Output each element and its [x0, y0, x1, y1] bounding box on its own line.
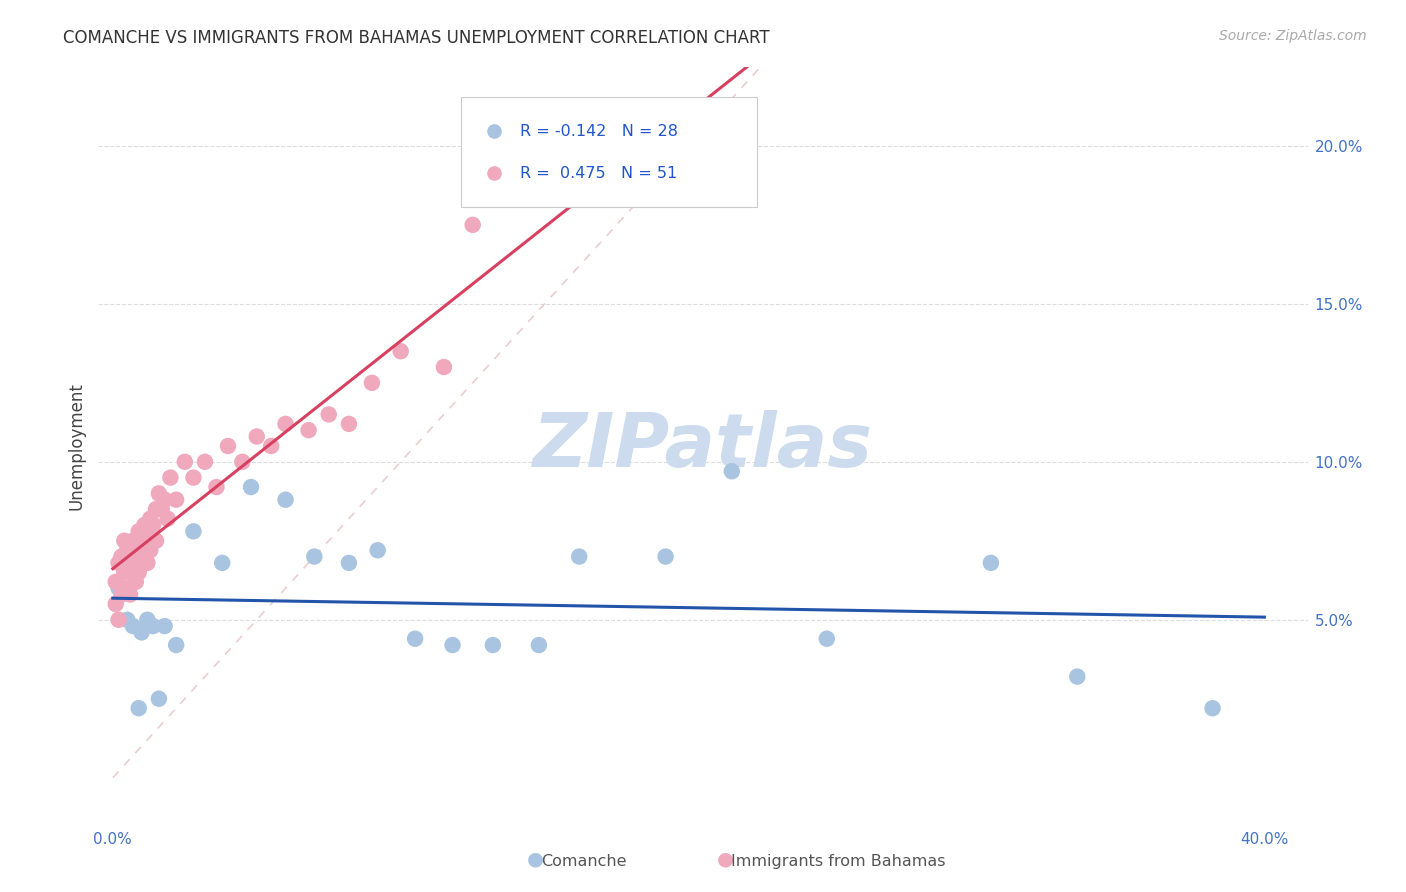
- Point: [274, 492, 297, 507]
- Point: [404, 632, 426, 646]
- Point: [173, 455, 195, 469]
- Point: [183, 524, 205, 539]
- Point: [231, 455, 253, 469]
- Point: [107, 581, 129, 595]
- Point: [131, 556, 153, 570]
- Point: [145, 502, 167, 516]
- Point: [153, 619, 176, 633]
- Text: Immigrants from Bahamas: Immigrants from Bahamas: [731, 854, 946, 869]
- Point: [165, 638, 187, 652]
- Point: [139, 511, 162, 525]
- Point: [165, 492, 187, 507]
- Point: [145, 533, 167, 548]
- Point: [159, 470, 181, 484]
- Text: R =  0.475   N = 51: R = 0.475 N = 51: [520, 166, 678, 180]
- Text: ZIPatlas: ZIPatlas: [533, 409, 873, 483]
- Point: [361, 376, 384, 390]
- Point: [128, 524, 150, 539]
- Point: [134, 549, 156, 564]
- Point: [128, 701, 150, 715]
- Point: [139, 543, 162, 558]
- Point: [274, 417, 297, 431]
- Point: [389, 344, 412, 359]
- Point: [131, 625, 153, 640]
- Point: [104, 597, 127, 611]
- Text: Comanche: Comanche: [541, 854, 627, 869]
- Point: [482, 638, 505, 652]
- Point: [337, 417, 360, 431]
- Point: [148, 486, 170, 500]
- Text: R = -0.142   N = 28: R = -0.142 N = 28: [520, 124, 679, 139]
- Point: [240, 480, 263, 494]
- Point: [115, 581, 138, 595]
- FancyBboxPatch shape: [461, 97, 758, 207]
- Point: [205, 480, 228, 494]
- Point: [134, 518, 156, 533]
- Point: [142, 518, 165, 533]
- Point: [246, 429, 269, 443]
- Point: [115, 543, 138, 558]
- Point: [110, 549, 132, 564]
- Point: [125, 543, 148, 558]
- Point: [654, 549, 676, 564]
- Point: [115, 613, 138, 627]
- Point: [441, 638, 464, 652]
- Point: [217, 439, 239, 453]
- Point: [568, 549, 591, 564]
- Point: [136, 524, 159, 539]
- Text: ●: ●: [527, 850, 544, 869]
- Point: [260, 439, 283, 453]
- Point: [142, 619, 165, 633]
- Point: [194, 455, 217, 469]
- Text: COMANCHE VS IMMIGRANTS FROM BAHAMAS UNEMPLOYMENT CORRELATION CHART: COMANCHE VS IMMIGRANTS FROM BAHAMAS UNEM…: [63, 29, 770, 46]
- Point: [120, 556, 142, 570]
- Point: [131, 533, 153, 548]
- Point: [527, 638, 550, 652]
- Point: [122, 533, 145, 548]
- Point: [980, 556, 1002, 570]
- Point: [120, 587, 142, 601]
- Point: [128, 566, 150, 580]
- Point: [367, 543, 389, 558]
- Point: [183, 470, 205, 484]
- Point: [148, 691, 170, 706]
- Y-axis label: Unemployment: Unemployment: [67, 382, 86, 510]
- Point: [153, 492, 176, 507]
- Point: [1201, 701, 1223, 715]
- Point: [337, 556, 360, 570]
- Point: [136, 556, 159, 570]
- Point: [150, 502, 173, 516]
- Point: [318, 408, 340, 422]
- Point: [1066, 670, 1088, 684]
- Point: [815, 632, 838, 646]
- Point: [156, 511, 179, 525]
- Point: [304, 549, 326, 564]
- Point: [122, 566, 145, 580]
- Point: [461, 218, 484, 232]
- Point: [122, 619, 145, 633]
- Point: [297, 423, 319, 437]
- Point: [107, 613, 129, 627]
- Point: [136, 613, 159, 627]
- Point: [211, 556, 233, 570]
- Point: [125, 574, 148, 589]
- Point: [720, 464, 742, 478]
- Point: [112, 566, 135, 580]
- Point: [110, 587, 132, 601]
- Point: [104, 574, 127, 589]
- Text: Source: ZipAtlas.com: Source: ZipAtlas.com: [1219, 29, 1367, 43]
- Text: ●: ●: [717, 850, 734, 869]
- Point: [433, 359, 456, 374]
- Point: [112, 533, 135, 548]
- Point: [107, 556, 129, 570]
